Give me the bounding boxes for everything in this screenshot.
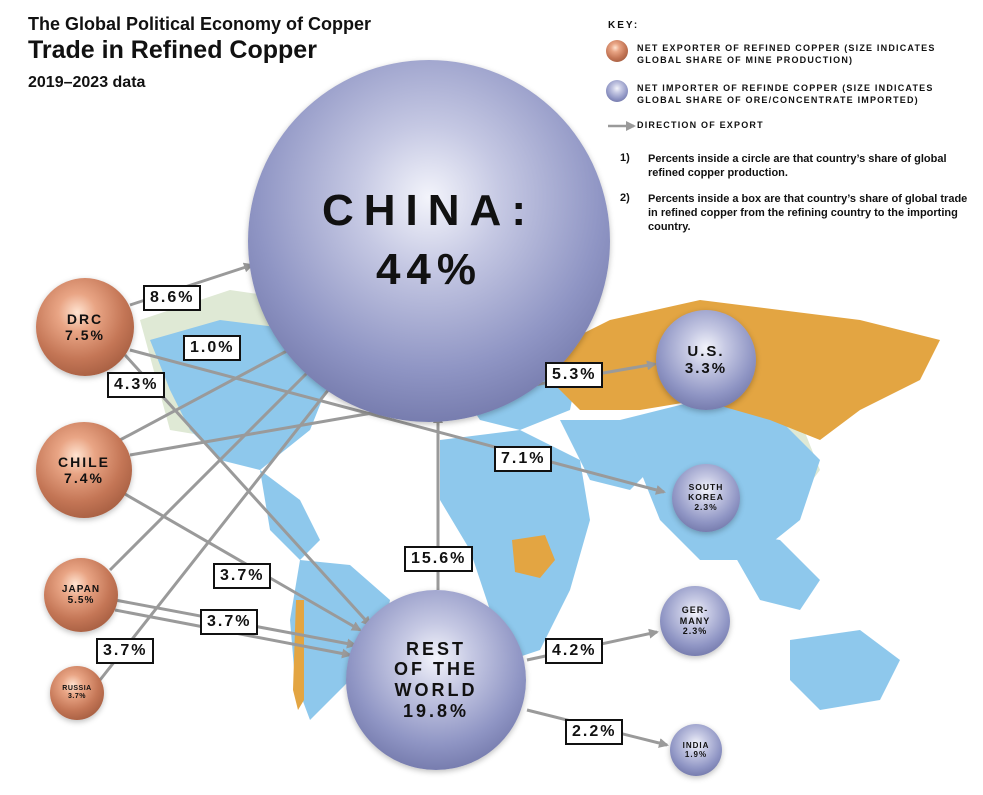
- key-title: KEY:: [608, 20, 640, 31]
- rest-name-1: REST: [405, 638, 466, 659]
- drc-pct: 7.5%: [65, 327, 105, 343]
- arrow-drc-skorea: [129, 348, 666, 495]
- rest-name-3: WORLD: [394, 680, 478, 700]
- map-australia: [790, 630, 900, 710]
- node-japan: JAPAN 5.5%: [44, 558, 118, 632]
- flow-box-chile-china: 1.0%: [183, 335, 242, 361]
- flow-box-drc-rest: 4.3%: [107, 372, 166, 398]
- date-range: 2019–2023 data: [28, 74, 146, 91]
- node-russia: RUSSIA 3.7%: [50, 666, 104, 720]
- germany-name-1: GER-: [681, 605, 709, 616]
- rest-name-2: OF THE: [394, 659, 478, 680]
- node-rest-of-world: REST OF THE WORLD 19.8%: [346, 590, 526, 770]
- arrow-drc-rest: [123, 353, 372, 627]
- page-title: Trade in Refined Copper: [28, 36, 317, 64]
- node-china: CHINA: 44%: [248, 60, 610, 422]
- note-1: Percents inside a circle are that countr…: [648, 153, 947, 179]
- arrow-chile-china: [119, 343, 300, 442]
- map-drc: [512, 535, 555, 578]
- south-korea-name-1: SOUTH: [688, 482, 724, 493]
- header-subtitle: The Global Political Economy of Copper: [28, 14, 372, 34]
- us-name: U.S.: [687, 342, 725, 360]
- node-us: U.S. 3.3%: [656, 310, 756, 410]
- key-importer-text: NET IMPORTER OF REFINDE COPPER (SIZE IND…: [637, 83, 934, 105]
- note-2: Percents inside a box are that country’s…: [648, 193, 968, 233]
- node-drc: DRC 7.5%: [36, 278, 134, 376]
- flow-box-rest-india: 2.2%: [565, 719, 624, 745]
- key-arrow-text: DIRECTION OF EXPORT: [637, 120, 764, 130]
- node-germany: GER- MANY 2.3%: [660, 586, 730, 656]
- map-southeast-asia: [720, 530, 820, 610]
- arrow-chile-rest: [117, 488, 362, 632]
- key-exporter-text: NET EXPORTER OF REFINED COPPER (SIZE IND…: [637, 43, 936, 65]
- flow-box-japan-rest: 3.7%: [200, 609, 259, 635]
- south-korea-name-2: KOREA: [688, 492, 724, 503]
- node-india: INDIA 1.9%: [670, 724, 722, 776]
- germany-name-2: MANY: [679, 615, 711, 626]
- node-chile: CHILE 7.4%: [36, 422, 132, 518]
- china-name: CHINA:: [322, 186, 536, 236]
- node-south-korea: SOUTH KOREA 2.3%: [672, 464, 740, 532]
- japan-pct: 5.5%: [67, 595, 95, 606]
- flow-box-chile-rest: 3.7%: [213, 563, 272, 589]
- flow-box-russia-china: 3.7%: [96, 638, 155, 664]
- us-pct: 3.3%: [684, 360, 728, 377]
- arrow-japan-china: [108, 360, 320, 572]
- india-name: INDIA: [682, 740, 710, 750]
- russia-name: RUSSIA: [62, 684, 92, 692]
- flow-box-rest-germany: 4.2%: [545, 638, 604, 664]
- flow-box-drc-skorea: 7.1%: [494, 446, 553, 472]
- flow-box-chile-us: 5.3%: [545, 362, 604, 388]
- map-south-america: [290, 560, 390, 720]
- copper-ball-icon: [606, 40, 628, 62]
- flow-box-drc-china: 8.6%: [143, 285, 202, 311]
- steel-ball-icon: [606, 80, 628, 102]
- note-1-number: 1): [620, 152, 630, 164]
- chile-pct: 7.4%: [64, 470, 104, 486]
- south-korea-pct: 2.3%: [694, 501, 718, 512]
- rest-pct: 19.8%: [402, 700, 470, 721]
- germany-pct: 2.3%: [682, 626, 708, 637]
- map-chile: [293, 600, 304, 710]
- note-2-number: 2): [620, 192, 630, 204]
- drc-name: DRC: [66, 310, 104, 327]
- china-pct: 44%: [375, 245, 483, 294]
- map-central-america: [260, 470, 320, 560]
- russia-pct: 3.7%: [68, 693, 86, 700]
- flow-box-rest-china: 15.6%: [404, 546, 474, 572]
- japan-name: JAPAN: [61, 583, 101, 595]
- chile-name: CHILE: [58, 453, 110, 470]
- india-pct: 1.9%: [684, 750, 708, 759]
